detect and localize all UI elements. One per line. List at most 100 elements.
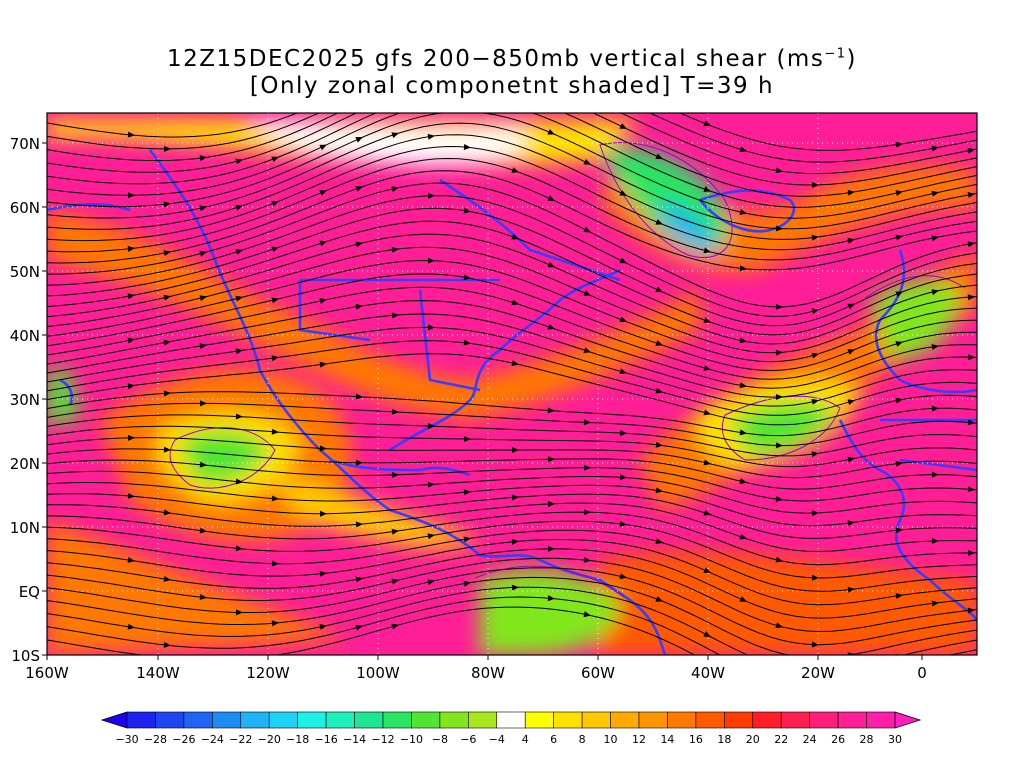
streamline-arrow [895, 234, 903, 241]
colorbar-label: 30 [888, 733, 902, 746]
streamline-arrow [931, 471, 939, 478]
title-exponent: −1 [824, 46, 847, 62]
colorbar-label: −20 [258, 733, 281, 746]
streamline-arrow [739, 596, 747, 602]
streamline [47, 576, 977, 655]
streamline [47, 391, 977, 437]
lon-tick-label: 40W [691, 664, 725, 682]
streamline-arrow [583, 290, 591, 296]
colorbar-swatch [752, 711, 782, 729]
streamline-arrow [895, 460, 903, 467]
colorbar-swatch [468, 711, 498, 729]
streamline-arrow [775, 303, 783, 310]
colorbar-swatch [837, 711, 867, 729]
streamline-arrow [235, 295, 243, 302]
streamline [47, 448, 977, 490]
colorbar-label: 26 [831, 733, 845, 746]
streamline-arrow [463, 144, 471, 151]
streamline-arrow [895, 397, 903, 404]
colorbar-label: 8 [579, 733, 586, 746]
streamline-arrow [355, 459, 363, 466]
streamline [47, 425, 977, 468]
streamline-arrow [775, 349, 783, 356]
colorbar-label: 4 [522, 733, 529, 746]
streamline [47, 520, 977, 579]
streamline-arrow [355, 624, 363, 631]
latitude-labels: 70N 60N 50N 40N 30N 20N 10N EQ 10S [10, 135, 47, 665]
streamline-arrow [895, 190, 903, 196]
streamline-arrow [775, 496, 783, 502]
colorbar-label: −12 [371, 733, 394, 746]
streamline-arrow [739, 146, 747, 153]
streamline-arrow [271, 355, 279, 362]
colorbar-swatch [496, 711, 526, 729]
streamline [47, 134, 977, 240]
colorbar-label: 28 [860, 733, 874, 746]
streamline-arrow [163, 509, 171, 516]
streamline-arrow [547, 195, 555, 201]
colorbar-label: 22 [774, 733, 788, 746]
streamline [47, 195, 977, 317]
streamline [47, 145, 977, 251]
streamline-arrow [583, 611, 591, 618]
streamline-arrow [967, 607, 975, 614]
colorbar-swatch [524, 711, 554, 729]
colorbar-swatch [553, 711, 583, 729]
streamline [47, 538, 977, 606]
streamline-arrow [391, 246, 399, 253]
lon-tick-label: 100W [356, 664, 400, 682]
streamline-arrow [703, 409, 711, 416]
streamline-arrow [655, 286, 663, 293]
streamline-arrow [127, 131, 135, 138]
streamline-arrow [355, 89, 364, 97]
streamline [47, 113, 977, 197]
colorbar-swatch [638, 711, 668, 729]
streamline-arrow [391, 623, 399, 630]
streamline-arrow [163, 641, 171, 648]
streamline-arrow [319, 623, 327, 630]
lat-tick-label: EQ [19, 583, 40, 601]
streamline-arrow [655, 538, 663, 544]
streamline [47, 113, 977, 175]
streamline-arrow [847, 456, 855, 463]
streamline-arrow [811, 181, 819, 188]
lat-tick-label: 10N [10, 519, 40, 537]
streamline-arrow [775, 689, 783, 697]
streamline-arrow [739, 478, 747, 484]
lat-tick-label: 10S [11, 647, 40, 665]
streamline-arrow [199, 250, 207, 257]
streamline-arrow [967, 147, 975, 154]
streamline-arrow [583, 93, 592, 101]
streamline-arrow [967, 294, 975, 301]
lon-tick-label: 80W [471, 664, 505, 682]
colorbar-swatch [581, 711, 611, 729]
streamline-arrow [655, 219, 663, 225]
streamline-arrow [619, 190, 627, 196]
streamline-arrow [847, 349, 855, 355]
streamline [47, 493, 977, 539]
streamline-arrow [655, 153, 663, 160]
streamline-arrow [547, 129, 555, 135]
streamline-arrow [463, 339, 471, 346]
streamline-arrow [163, 390, 171, 397]
colorbar-label: −24 [201, 733, 224, 746]
streamline-arrow [847, 586, 855, 593]
chart-title-line2: [Only zonal componetnt shaded] T=39 h [249, 73, 775, 99]
streamline-arrow [163, 250, 171, 256]
colorbar-swatch [610, 711, 640, 729]
streamline-arrow [235, 478, 243, 485]
streamline [47, 113, 977, 151]
streamline-arrow [547, 261, 555, 268]
streamline-arrow [391, 82, 400, 90]
streamline-arrow [811, 308, 819, 315]
streamline-arrow [703, 459, 711, 466]
colorbar-swatch [780, 711, 810, 729]
streamline [47, 246, 977, 354]
streamline [47, 529, 977, 592]
streamline-arrow [163, 446, 171, 453]
streamline-arrow [967, 549, 975, 556]
colorbar-swatch [297, 711, 327, 729]
streamline-arrow [163, 339, 171, 346]
streamline-arrow [739, 533, 747, 540]
